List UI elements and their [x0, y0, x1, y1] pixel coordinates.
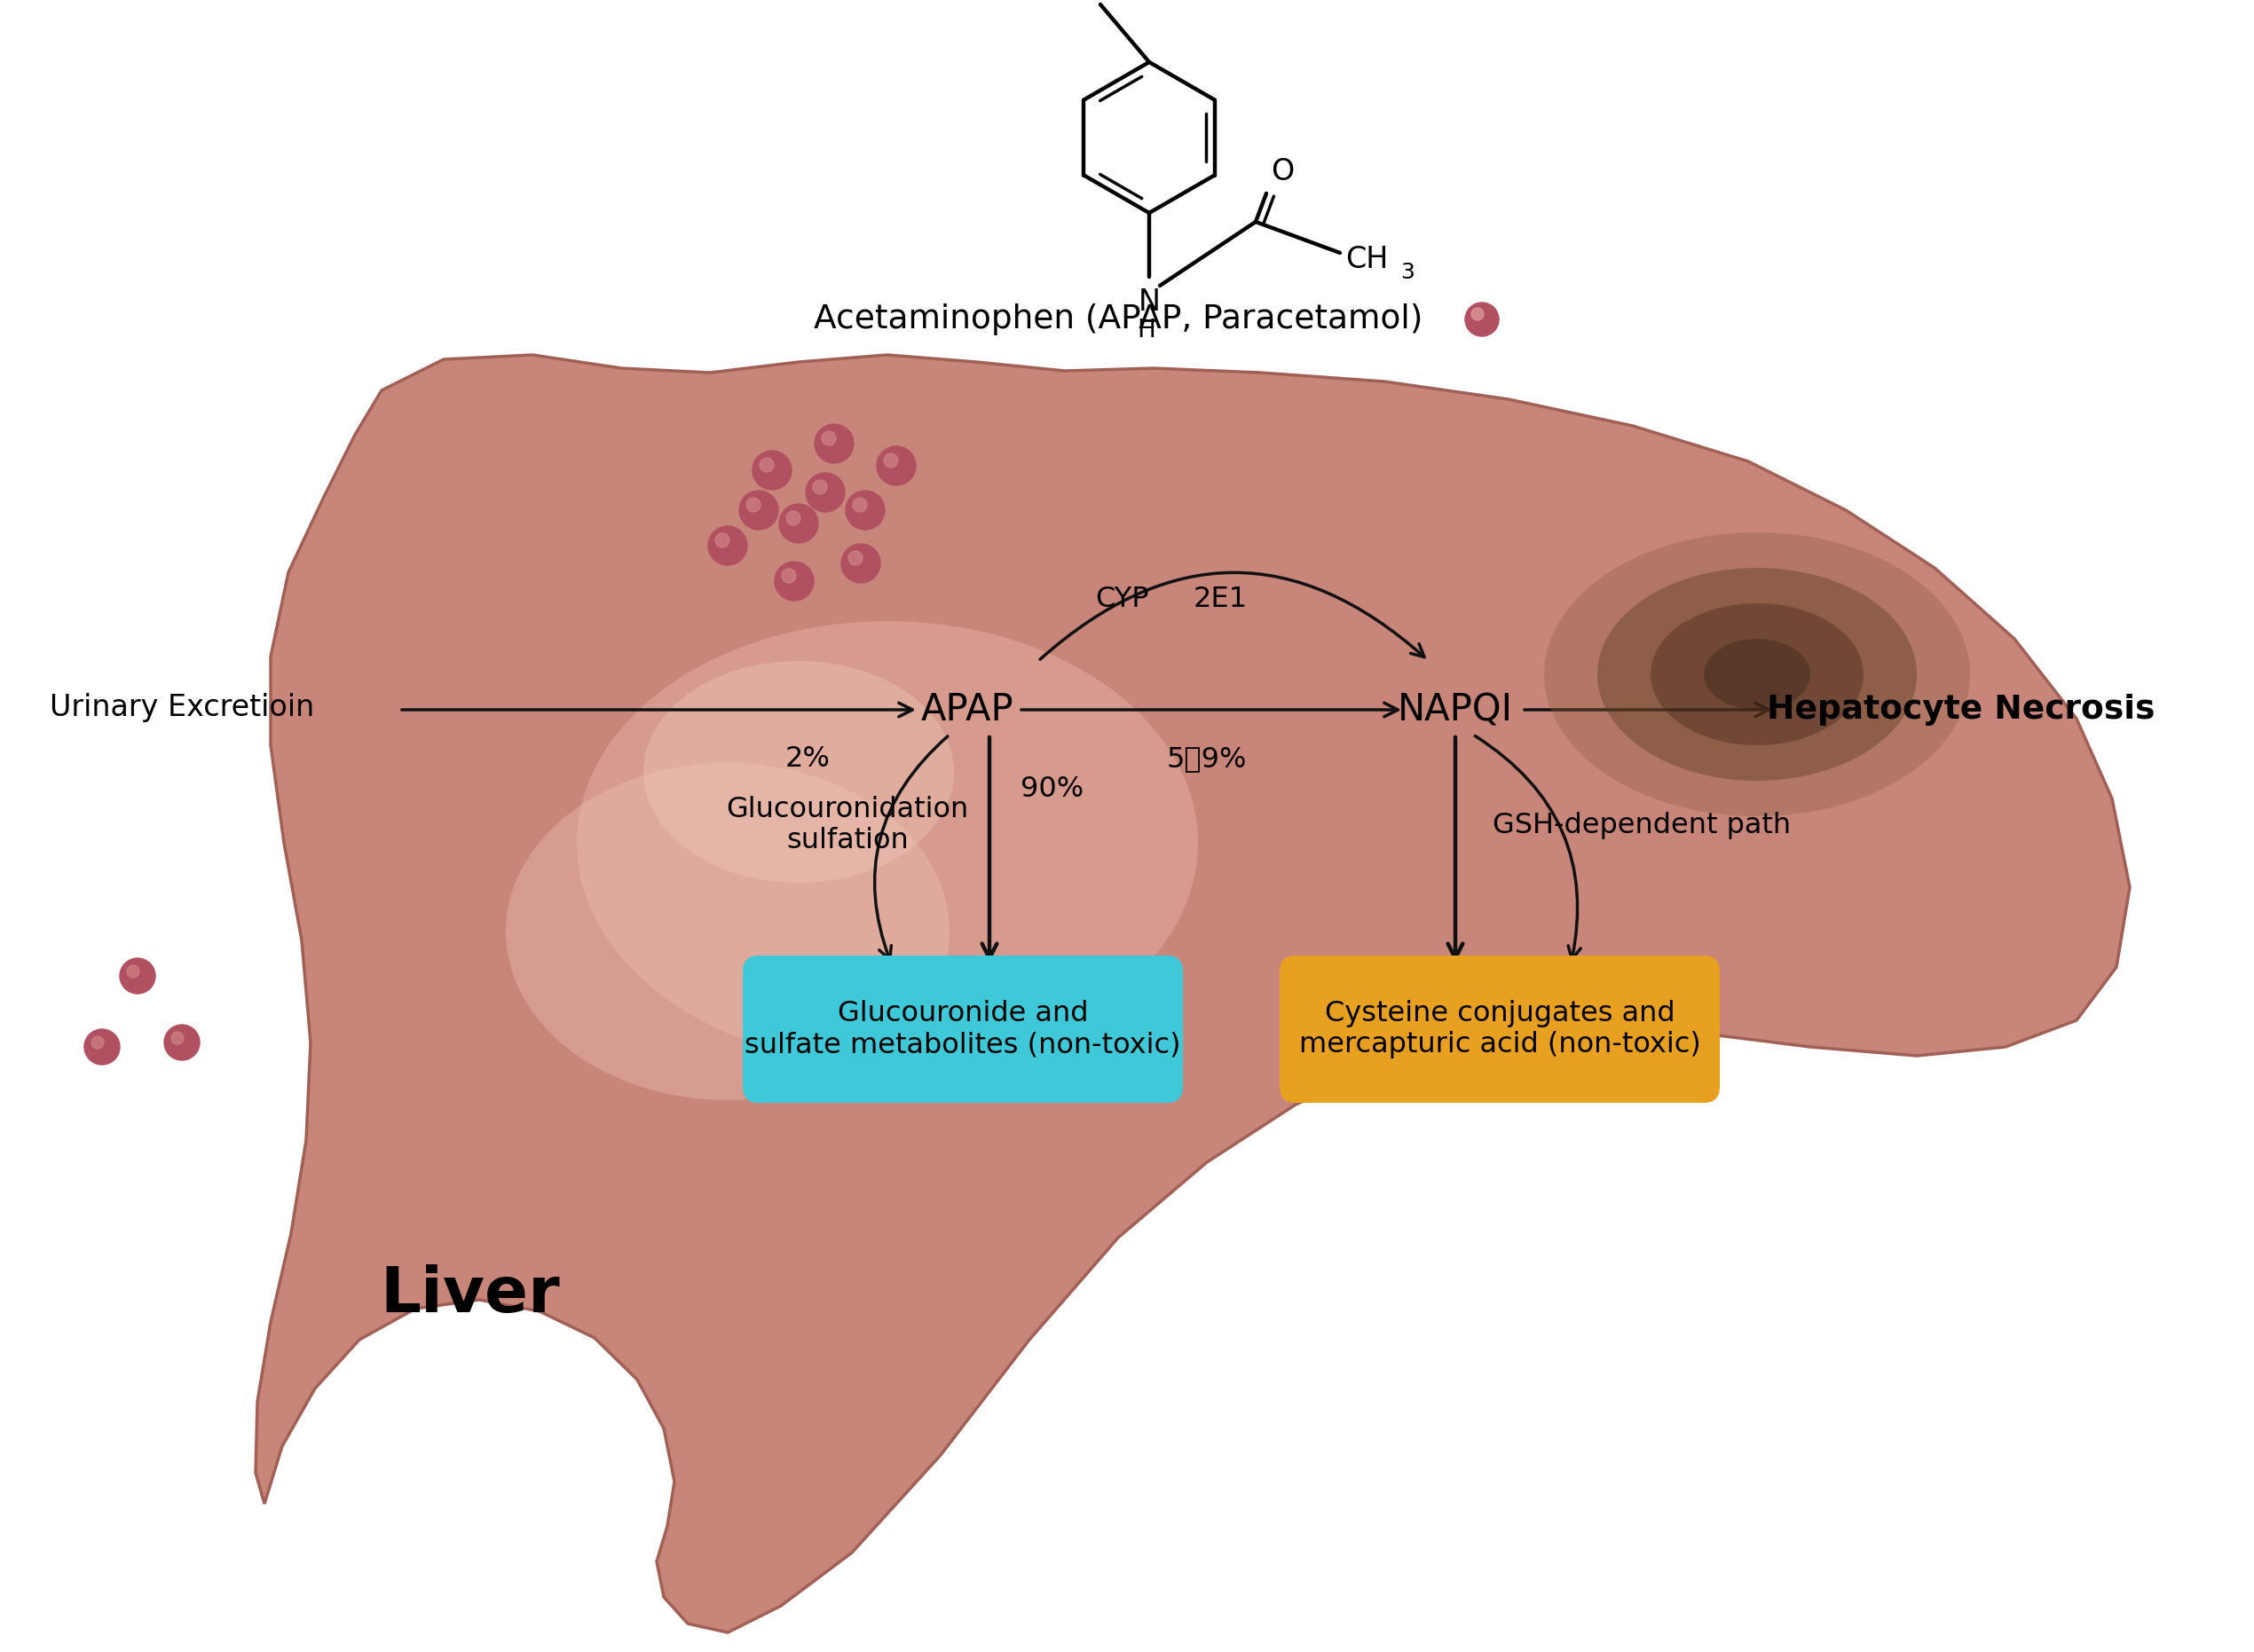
Circle shape — [848, 552, 863, 565]
Text: 2%: 2% — [784, 745, 829, 773]
Text: Hepatocyte Necrosis: Hepatocyte Necrosis — [1767, 694, 2155, 725]
Text: 3: 3 — [1400, 261, 1416, 282]
Circle shape — [782, 568, 796, 583]
Circle shape — [715, 534, 730, 547]
Circle shape — [126, 965, 140, 978]
Ellipse shape — [577, 621, 1197, 1064]
Text: 5～9%: 5～9% — [1168, 745, 1246, 773]
Ellipse shape — [642, 661, 953, 882]
Text: N: N — [1138, 287, 1161, 317]
Circle shape — [171, 1032, 183, 1044]
Circle shape — [753, 451, 791, 489]
Text: 2E1: 2E1 — [1192, 585, 1246, 613]
Text: Urinary Excretioin: Urinary Excretioin — [50, 694, 313, 722]
Ellipse shape — [505, 763, 949, 1100]
Circle shape — [805, 472, 845, 512]
Circle shape — [877, 446, 915, 486]
Text: NAPQI: NAPQI — [1397, 691, 1512, 729]
Circle shape — [746, 497, 760, 512]
Text: Cysteine conjugates and
mercapturic acid (non-toxic): Cysteine conjugates and mercapturic acid… — [1298, 999, 1700, 1059]
Text: Glucouronide and
sulfate metabolites (non-toxic): Glucouronide and sulfate metabolites (no… — [744, 999, 1181, 1059]
Text: O: O — [1271, 157, 1294, 187]
Circle shape — [708, 525, 746, 565]
Circle shape — [119, 958, 156, 995]
Text: Liver: Liver — [381, 1265, 561, 1327]
Circle shape — [760, 458, 773, 472]
Text: CYP: CYP — [1095, 585, 1150, 613]
Circle shape — [814, 425, 854, 463]
Text: Glucouronidation
sulfation: Glucouronidation sulfation — [726, 796, 969, 854]
Circle shape — [841, 544, 881, 583]
Circle shape — [823, 431, 836, 446]
Ellipse shape — [1704, 639, 1810, 710]
Text: 90%: 90% — [1021, 776, 1084, 803]
Text: GSH-dependent path: GSH-dependent path — [1492, 811, 1792, 839]
FancyBboxPatch shape — [744, 955, 1183, 1104]
Circle shape — [787, 510, 800, 525]
Circle shape — [1465, 302, 1499, 337]
Ellipse shape — [1650, 603, 1864, 745]
Text: CH: CH — [1346, 244, 1388, 274]
FancyBboxPatch shape — [1280, 955, 1720, 1104]
Ellipse shape — [1544, 532, 1970, 816]
Circle shape — [814, 481, 827, 494]
Circle shape — [852, 497, 868, 512]
Circle shape — [83, 1029, 119, 1064]
Polygon shape — [255, 355, 2130, 1632]
Circle shape — [1472, 307, 1483, 320]
Text: H: H — [1138, 317, 1156, 342]
Circle shape — [739, 491, 778, 530]
Circle shape — [165, 1024, 201, 1061]
Circle shape — [775, 562, 814, 601]
Text: Acetaminophen (APAP, Paracetamol): Acetaminophen (APAP, Paracetamol) — [814, 304, 1422, 335]
Text: APAP: APAP — [922, 691, 1014, 729]
Circle shape — [845, 491, 886, 530]
Circle shape — [92, 1036, 104, 1049]
Circle shape — [780, 504, 818, 544]
Ellipse shape — [1598, 568, 1916, 781]
Circle shape — [884, 453, 897, 468]
